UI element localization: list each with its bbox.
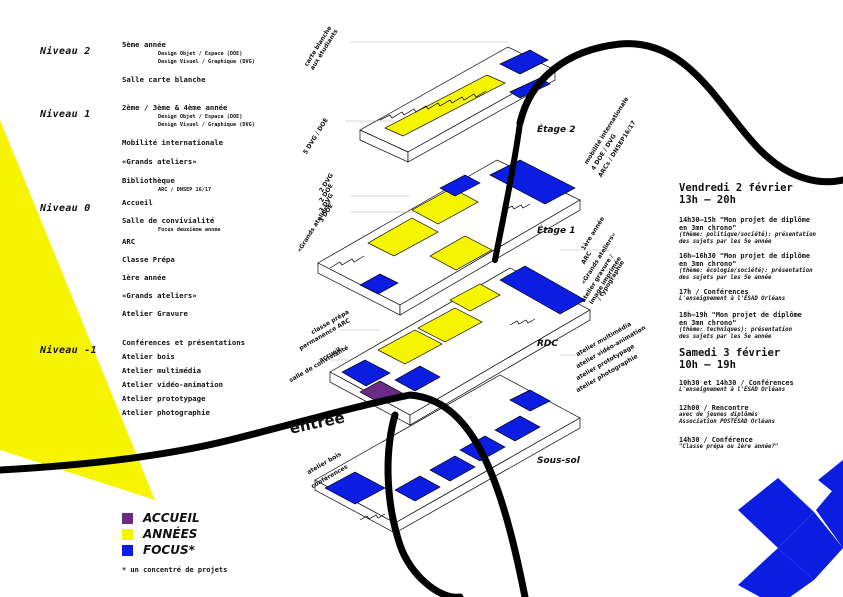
- schedule-day-title: Samedi 3 février: [679, 347, 781, 359]
- level-subitem: Design Objet / Espace (DOE): [158, 51, 243, 57]
- level-item: Bibliothèque: [122, 176, 175, 185]
- level-2-list: 5ème année Design Objet / Espace (DOE) D…: [122, 40, 255, 84]
- legend-item-annees: ANNÉES: [122, 526, 227, 542]
- schedule-event: 14h30–15h "Mon projet de diplôme en 3mn …: [679, 216, 839, 246]
- mid-curve: [492, 120, 523, 263]
- floor-soussol: [314, 374, 581, 534]
- level-item: Conférences et présentations: [122, 338, 246, 347]
- floor-label-rdc: RDC: [537, 339, 559, 349]
- level-item: Atelier multimédia: [122, 366, 202, 375]
- level-item: Salle carte blanche: [122, 75, 206, 84]
- level-1-title: Niveau 1: [40, 109, 91, 120]
- event-title: 10h30 et 14h30 / Conférences: [679, 379, 794, 387]
- level-subitem: Design Objet / Espace (DOE): [158, 114, 243, 120]
- level-item: ARC: [122, 237, 136, 246]
- level-item: Atelier photographie: [122, 408, 210, 417]
- floor-etage2: [359, 46, 556, 163]
- legend-item-focus: FOCUS*: [122, 542, 227, 558]
- level-item: «Grands ateliers»: [122, 291, 197, 300]
- level-0-list: Accueil Salle de convivialité Focus deux…: [122, 198, 220, 318]
- event-title: 12h00 / Rencontre: [679, 404, 749, 412]
- level-subitem: Design Visuel / Graphique (DVG): [158, 122, 255, 128]
- level-minus1-title: Niveau -1: [40, 345, 97, 356]
- event-subtitle: "Classe prépa ou 1ère année?": [679, 444, 779, 450]
- level-item: Atelier vidéo-animation: [122, 380, 224, 389]
- event-title: 17h / Conférences: [679, 288, 749, 296]
- schedule-event: 17h / Conférences L'enseignement à l'ÉSA…: [679, 288, 839, 303]
- event-title: 18h–19h "Mon projet de diplôme en 3mn ch…: [679, 311, 802, 327]
- level-item: Atelier Gravure: [122, 309, 188, 318]
- level-item: 1ère année: [122, 273, 166, 282]
- schedule-day-hours: 10h – 19h: [679, 359, 736, 371]
- legend-item-accueil: ACCUEIL: [122, 510, 227, 526]
- schedule: Vendredi 2 février 13h – 20h 14h30–15h "…: [679, 182, 839, 451]
- schedule-event: 10h30 et 14h30 / Conférences L'enseignem…: [679, 379, 839, 394]
- legend: ACCUEIL ANNÉES FOCUS* * un concentré de …: [122, 510, 227, 574]
- schedule-day-hours: 13h – 20h: [679, 194, 736, 206]
- level-item: Salle de convivialité: [122, 216, 215, 225]
- level-item: «Grands ateliers»: [122, 157, 197, 166]
- event-subtitle: (thème: politique/société): présentation…: [679, 232, 816, 245]
- iso-plan: [314, 41, 610, 534]
- level-1-list: 2ème / 3ème & 4ème année Design Objet / …: [122, 103, 255, 193]
- level-subitem: ARC / DNSEP 16/17: [158, 187, 212, 193]
- level-item: Accueil: [122, 198, 153, 207]
- event-title: 16h–16h30 "Mon projet de diplôme en 3mn …: [679, 252, 810, 268]
- legend-footnote: * un concentré de projets: [122, 566, 228, 574]
- event-subtitle: (thème: écologie/société): présentation …: [679, 268, 813, 281]
- legend-label: FOCUS*: [143, 543, 195, 557]
- floor-label-etage2: Étage 2: [537, 125, 576, 135]
- level-item: Atelier bois: [122, 352, 175, 361]
- level-item: Classe Prépa: [122, 255, 175, 264]
- yellow-triangle: [0, 120, 155, 500]
- level-0-title: Niveau 0: [40, 203, 91, 214]
- event-title: 14h30–15h "Mon projet de diplôme en 3mn …: [679, 216, 810, 232]
- event-title: 14h30 / Conférence: [679, 436, 753, 444]
- event-subtitle: (thème: techniques): présentation des su…: [679, 327, 792, 340]
- level-item: Mobilité internationale: [122, 138, 224, 147]
- level-subitem: Design Visuel / Graphique (DVG): [158, 59, 255, 65]
- level-item: 2ème / 3ème & 4ème année: [122, 103, 228, 112]
- blue-diamond-pattern: [738, 460, 843, 597]
- legend-swatch: [122, 512, 133, 524]
- schedule-day-title: Vendredi 2 février: [679, 182, 793, 194]
- legend-label: ANNÉES: [143, 527, 198, 541]
- level-item: 5ème année: [122, 40, 166, 49]
- floor-rdc: [329, 265, 591, 426]
- level-item: Atelier prototypage: [122, 394, 206, 403]
- legend-swatch: [122, 528, 133, 540]
- level-subitem: Focus deuxième année: [158, 227, 221, 233]
- schedule-event: 16h–16h30 "Mon projet de diplôme en 3mn …: [679, 252, 839, 282]
- schedule-event: 18h–19h "Mon projet de diplôme en 3mn ch…: [679, 311, 839, 341]
- floor-label-soussol: Sous-sol: [537, 456, 580, 466]
- legend-swatch: [122, 544, 133, 556]
- floor-etage1: [317, 159, 581, 316]
- schedule-event: 14h30 / Conférence "Classe prépa ou 1ère…: [679, 436, 839, 451]
- event-subtitle: L'enseignement à l'ÉSAD Orléans: [679, 296, 786, 302]
- level-minus1-list: Conférences et présentations Atelier boi…: [122, 338, 245, 422]
- event-subtitle: L'enseignement à l'ÉSAD Orléans: [679, 387, 786, 393]
- level-2-title: Niveau 2: [40, 46, 91, 57]
- floor-label-etage1: Étage 1: [537, 226, 576, 236]
- schedule-event: 12h00 / Rencontre avec de jeunes diplômé…: [679, 404, 839, 426]
- event-subtitle: avec de jeunes diplômés Association POST…: [679, 412, 775, 425]
- legend-label: ACCUEIL: [143, 511, 200, 525]
- entrance-path: [0, 391, 529, 597]
- top-curve: [516, 40, 843, 186]
